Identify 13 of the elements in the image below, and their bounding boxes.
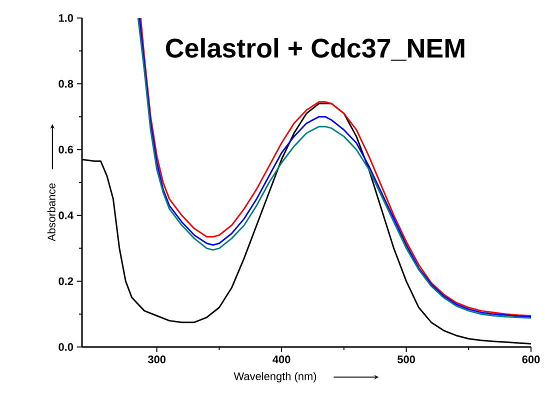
y-axis-title: Absorbance (47, 183, 56, 242)
y-tick-label: 1.0 (58, 14, 74, 22)
annotation: Celastrol + Cdc37_NEM (166, 38, 464, 61)
y-tick-label: 0.6 (58, 146, 74, 154)
y-tick-label: 0.2 (58, 277, 74, 286)
y-tick-label: 0.0 (58, 343, 74, 351)
x-tick-label: 500 (397, 356, 415, 364)
x-axis-title: Wavelength (nm) (234, 372, 316, 382)
y-tick-label: 0.4 (58, 212, 74, 220)
y-tick-label: 0.8 (58, 80, 74, 88)
x-tick-label: 400 (272, 356, 290, 364)
x-tick-label: 300 (148, 356, 166, 364)
x-tick-label: 600 (522, 356, 540, 364)
